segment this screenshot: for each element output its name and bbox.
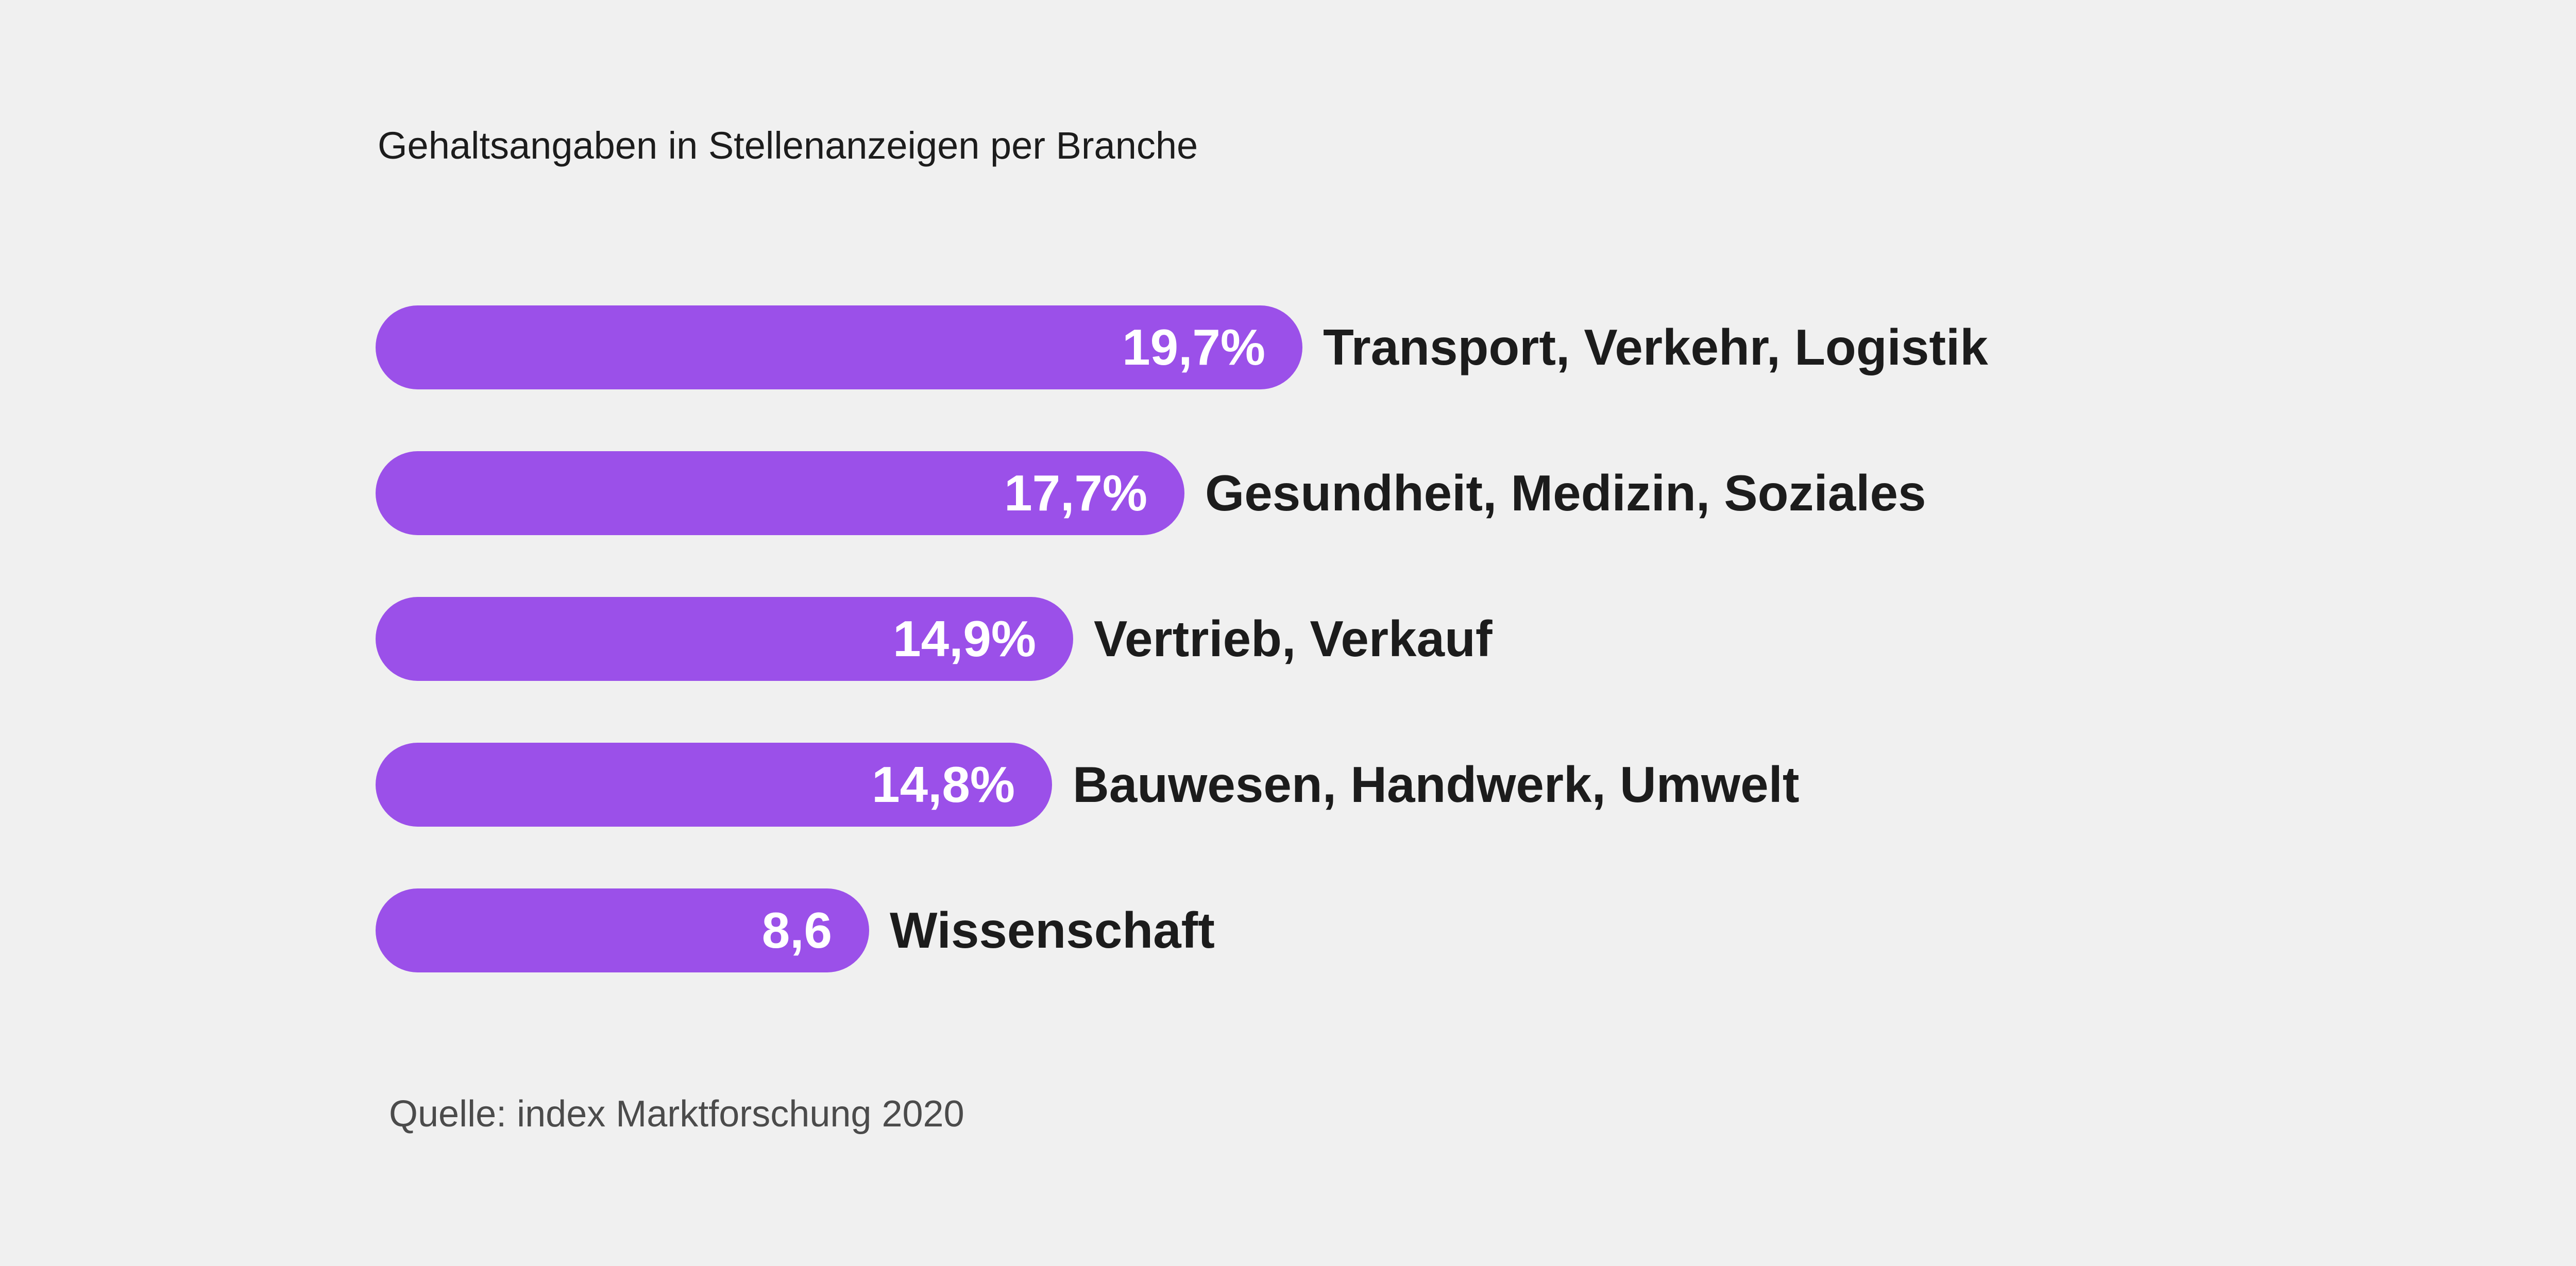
bar-category-label: Wissenschaft [890, 902, 1215, 959]
bar-category-label: Transport, Verkehr, Logistik [1323, 319, 1988, 375]
bar-value-label: 8,6 [761, 902, 832, 959]
bar-value-label: 14,9% [893, 610, 1036, 667]
bar-row-bauwesen: 14,8% Bauwesen, Handwerk, Umwelt [376, 743, 1988, 827]
bar-category-label: Bauwesen, Handwerk, Umwelt [1073, 756, 1800, 813]
chart-title: Gehaltsangaben in Stellenanzeigen per Br… [378, 124, 1198, 167]
bar-chart: 19,7% Transport, Verkehr, Logistik 17,7%… [376, 305, 1988, 1034]
source-attribution: Quelle: index Marktforschung 2020 [389, 1093, 964, 1135]
bar-row-vertrieb: 14,9% Vertrieb, Verkauf [376, 597, 1988, 681]
bar-category-label: Vertrieb, Verkauf [1094, 610, 1493, 667]
bar-wissenschaft: 8,6 [376, 888, 869, 972]
bar-gesundheit: 17,7% [376, 451, 1184, 535]
bar-row-gesundheit: 17,7% Gesundheit, Medizin, Soziales [376, 451, 1988, 535]
bar-value-label: 19,7% [1122, 319, 1265, 375]
bar-value-label: 14,8% [872, 756, 1015, 813]
bar-value-label: 17,7% [1004, 465, 1147, 521]
bar-bauwesen: 14,8% [376, 743, 1052, 827]
bar-row-transport: 19,7% Transport, Verkehr, Logistik [376, 305, 1988, 389]
bar-category-label: Gesundheit, Medizin, Soziales [1205, 465, 1926, 521]
bar-row-wissenschaft: 8,6 Wissenschaft [376, 888, 1988, 972]
bar-vertrieb: 14,9% [376, 597, 1073, 681]
bar-transport: 19,7% [376, 305, 1302, 389]
